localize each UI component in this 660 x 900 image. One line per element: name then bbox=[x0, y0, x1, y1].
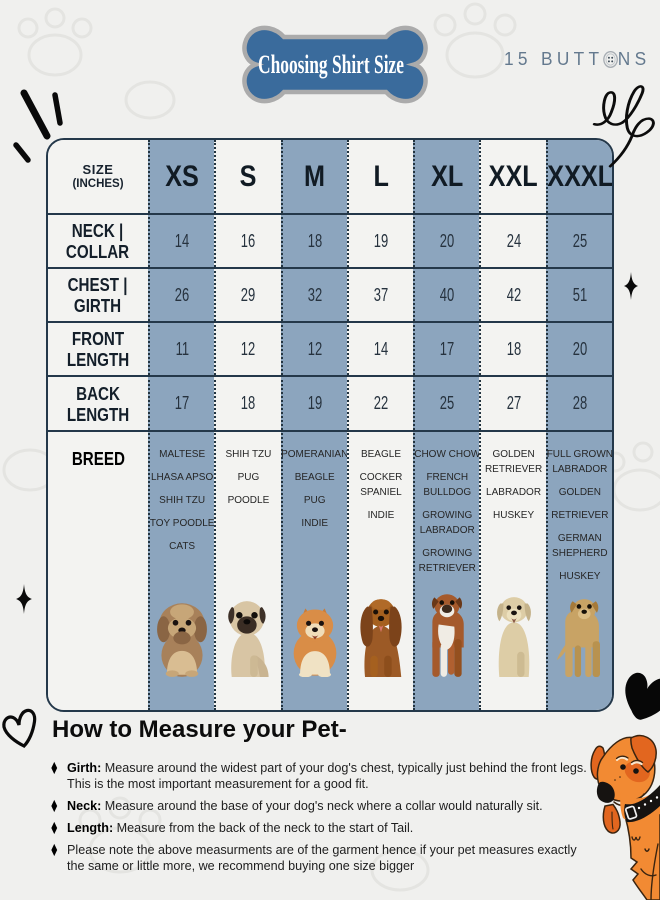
svg-text:Choosing Shirt Size: Choosing Shirt Size bbox=[258, 50, 404, 79]
